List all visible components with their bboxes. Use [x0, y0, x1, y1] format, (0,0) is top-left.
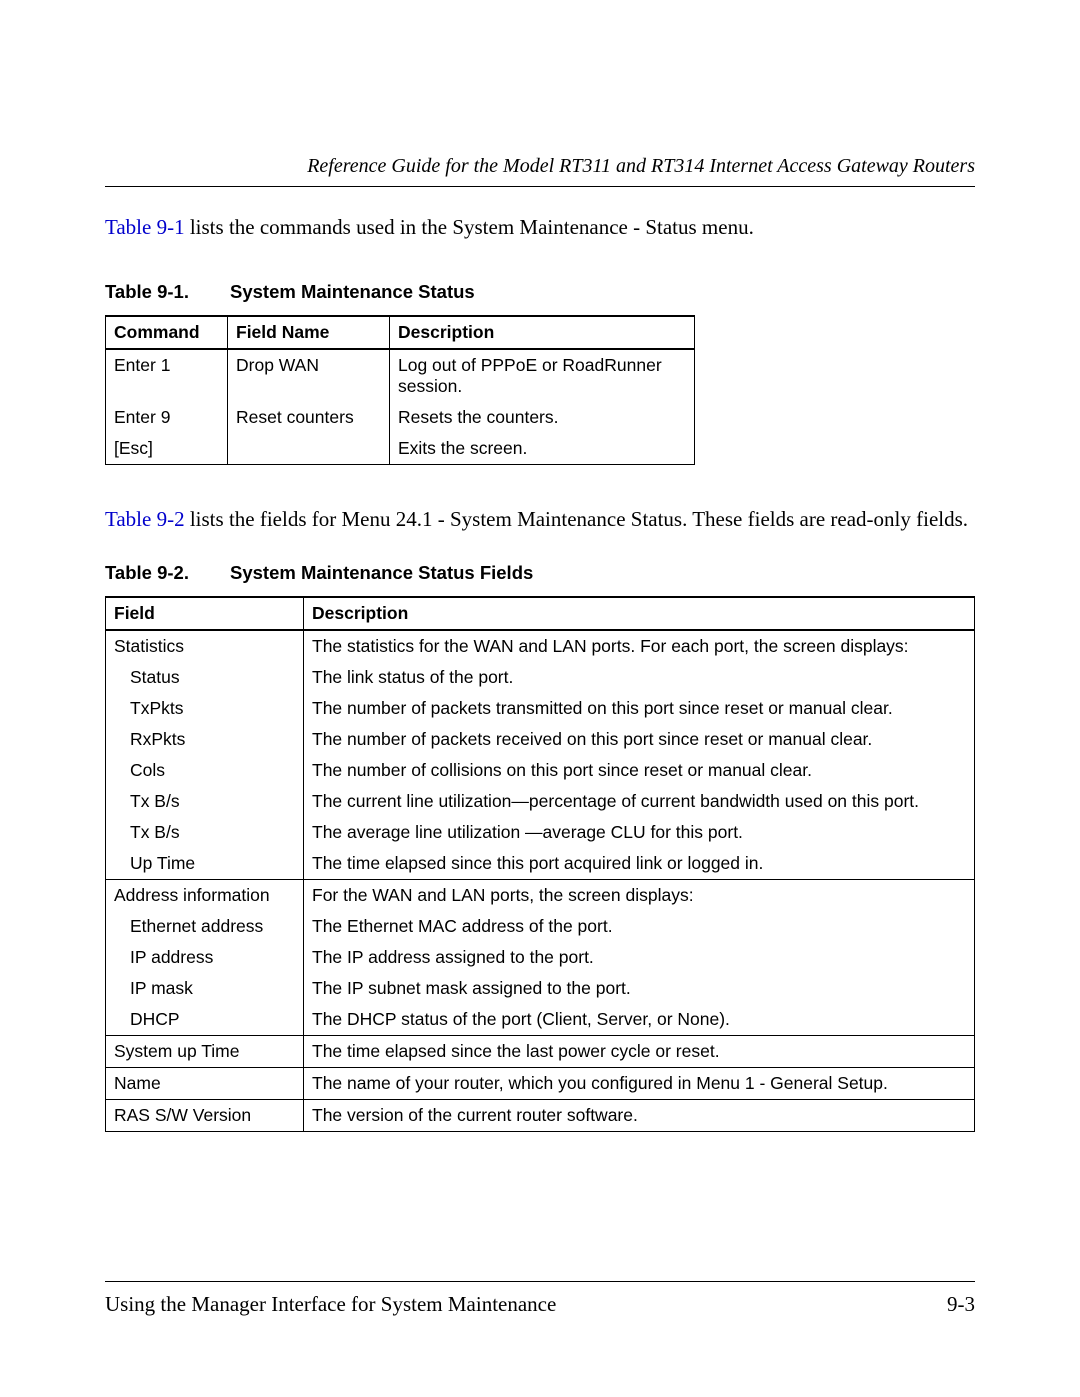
cell: TxPkts: [106, 693, 304, 724]
table-row: TxPkts The number of packets transmitted…: [106, 693, 975, 724]
cell: Tx B/s: [106, 817, 304, 848]
table-9-1: Command Field Name Description Enter 1 D…: [105, 315, 695, 465]
intro-paragraph-1: Table 9-1 lists the commands used in the…: [105, 213, 975, 241]
cell: Reset counters: [228, 402, 390, 433]
cell: Up Time: [106, 848, 304, 880]
intro-1-text: lists the commands used in the System Ma…: [185, 215, 754, 239]
caption-table-9-2: Table 9-2.System Maintenance Status Fiel…: [105, 562, 975, 584]
cell: Address information: [106, 879, 304, 911]
cell: The IP subnet mask assigned to the port.: [304, 973, 975, 1004]
cell: Cols: [106, 755, 304, 786]
cell: The average line utilization —average CL…: [304, 817, 975, 848]
table-row: Cols The number of collisions on this po…: [106, 755, 975, 786]
table-row: DHCP The DHCP status of the port (Client…: [106, 1004, 975, 1036]
cell: IP address: [106, 942, 304, 973]
table-row: Up Time The time elapsed since this port…: [106, 848, 975, 880]
cell: Enter 9: [106, 402, 228, 433]
table-row: IP mask The IP subnet mask assigned to t…: [106, 973, 975, 1004]
cell: The IP address assigned to the port.: [304, 942, 975, 973]
table-row: Field Description: [106, 597, 975, 630]
table-row: Tx B/s The current line utilization—perc…: [106, 786, 975, 817]
table-row: Tx B/s The average line utilization —ave…: [106, 817, 975, 848]
cell: Resets the counters.: [390, 402, 695, 433]
caption-1-number: Table 9-1.: [105, 281, 230, 303]
page: Reference Guide for the Model RT311 and …: [0, 0, 1080, 1397]
footer-rule: [105, 1281, 975, 1282]
cell: System up Time: [106, 1035, 304, 1067]
table-row: Status The link status of the port.: [106, 662, 975, 693]
caption-1-title: System Maintenance Status: [230, 281, 475, 302]
cell: The name of your router, which you confi…: [304, 1067, 975, 1099]
table-row: RAS S/W Version The version of the curre…: [106, 1099, 975, 1131]
col-header-command: Command: [106, 316, 228, 349]
table-row: Command Field Name Description: [106, 316, 695, 349]
cell: The statistics for the WAN and LAN ports…: [304, 630, 975, 662]
header-rule: [105, 186, 975, 187]
cell: DHCP: [106, 1004, 304, 1036]
cell: The time elapsed since the last power cy…: [304, 1035, 975, 1067]
table-row: Name The name of your router, which you …: [106, 1067, 975, 1099]
cell: Exits the screen.: [390, 433, 695, 465]
cell: The time elapsed since this port acquire…: [304, 848, 975, 880]
cell: The Ethernet MAC address of the port.: [304, 911, 975, 942]
cell: Statistics: [106, 630, 304, 662]
cell: [Esc]: [106, 433, 228, 465]
table-row: RxPkts The number of packets received on…: [106, 724, 975, 755]
cell: Ethernet address: [106, 911, 304, 942]
caption-2-title: System Maintenance Status Fields: [230, 562, 533, 583]
cell: Log out of PPPoE or RoadRunner session.: [390, 349, 695, 402]
cell: Tx B/s: [106, 786, 304, 817]
cell: Drop WAN: [228, 349, 390, 402]
cell: The link status of the port.: [304, 662, 975, 693]
cell: RxPkts: [106, 724, 304, 755]
cell: The number of packets received on this p…: [304, 724, 975, 755]
table-row: [Esc] Exits the screen.: [106, 433, 695, 465]
table-row: IP address The IP address assigned to th…: [106, 942, 975, 973]
table-9-2: Field Description Statistics The statist…: [105, 596, 975, 1132]
cell: Status: [106, 662, 304, 693]
cell: For the WAN and LAN ports, the screen di…: [304, 879, 975, 911]
running-head: Reference Guide for the Model RT311 and …: [105, 155, 975, 178]
cell: The current line utilization—percentage …: [304, 786, 975, 817]
table-row: Statistics The statistics for the WAN an…: [106, 630, 975, 662]
col-header-description: Description: [390, 316, 695, 349]
cell: The version of the current router softwa…: [304, 1099, 975, 1131]
intro-paragraph-2: Table 9-2 lists the fields for Menu 24.1…: [105, 505, 975, 533]
cell: The number of packets transmitted on thi…: [304, 693, 975, 724]
cell: The DHCP status of the port (Client, Ser…: [304, 1004, 975, 1036]
footer-section-title: Using the Manager Interface for System M…: [105, 1292, 556, 1317]
xref-table-9-1[interactable]: Table 9-1: [105, 215, 185, 239]
col-header-field-name: Field Name: [228, 316, 390, 349]
col-header-field: Field: [106, 597, 304, 630]
table-row: Address information For the WAN and LAN …: [106, 879, 975, 911]
cell: IP mask: [106, 973, 304, 1004]
table-row: Ethernet address The Ethernet MAC addres…: [106, 911, 975, 942]
cell: RAS S/W Version: [106, 1099, 304, 1131]
cell: Name: [106, 1067, 304, 1099]
intro-2-text: lists the fields for Menu 24.1 - System …: [185, 507, 968, 531]
table-row: Enter 1 Drop WAN Log out of PPPoE or Roa…: [106, 349, 695, 402]
table-row: Enter 9 Reset counters Resets the counte…: [106, 402, 695, 433]
xref-table-9-2[interactable]: Table 9-2: [105, 507, 185, 531]
caption-table-9-1: Table 9-1.System Maintenance Status: [105, 281, 975, 303]
page-footer: Using the Manager Interface for System M…: [105, 1281, 975, 1317]
cell: The number of collisions on this port si…: [304, 755, 975, 786]
caption-2-number: Table 9-2.: [105, 562, 230, 584]
col-header-description: Description: [304, 597, 975, 630]
cell: Enter 1: [106, 349, 228, 402]
cell: [228, 433, 390, 465]
table-row: System up Time The time elapsed since th…: [106, 1035, 975, 1067]
footer-page-number: 9-3: [947, 1292, 975, 1317]
